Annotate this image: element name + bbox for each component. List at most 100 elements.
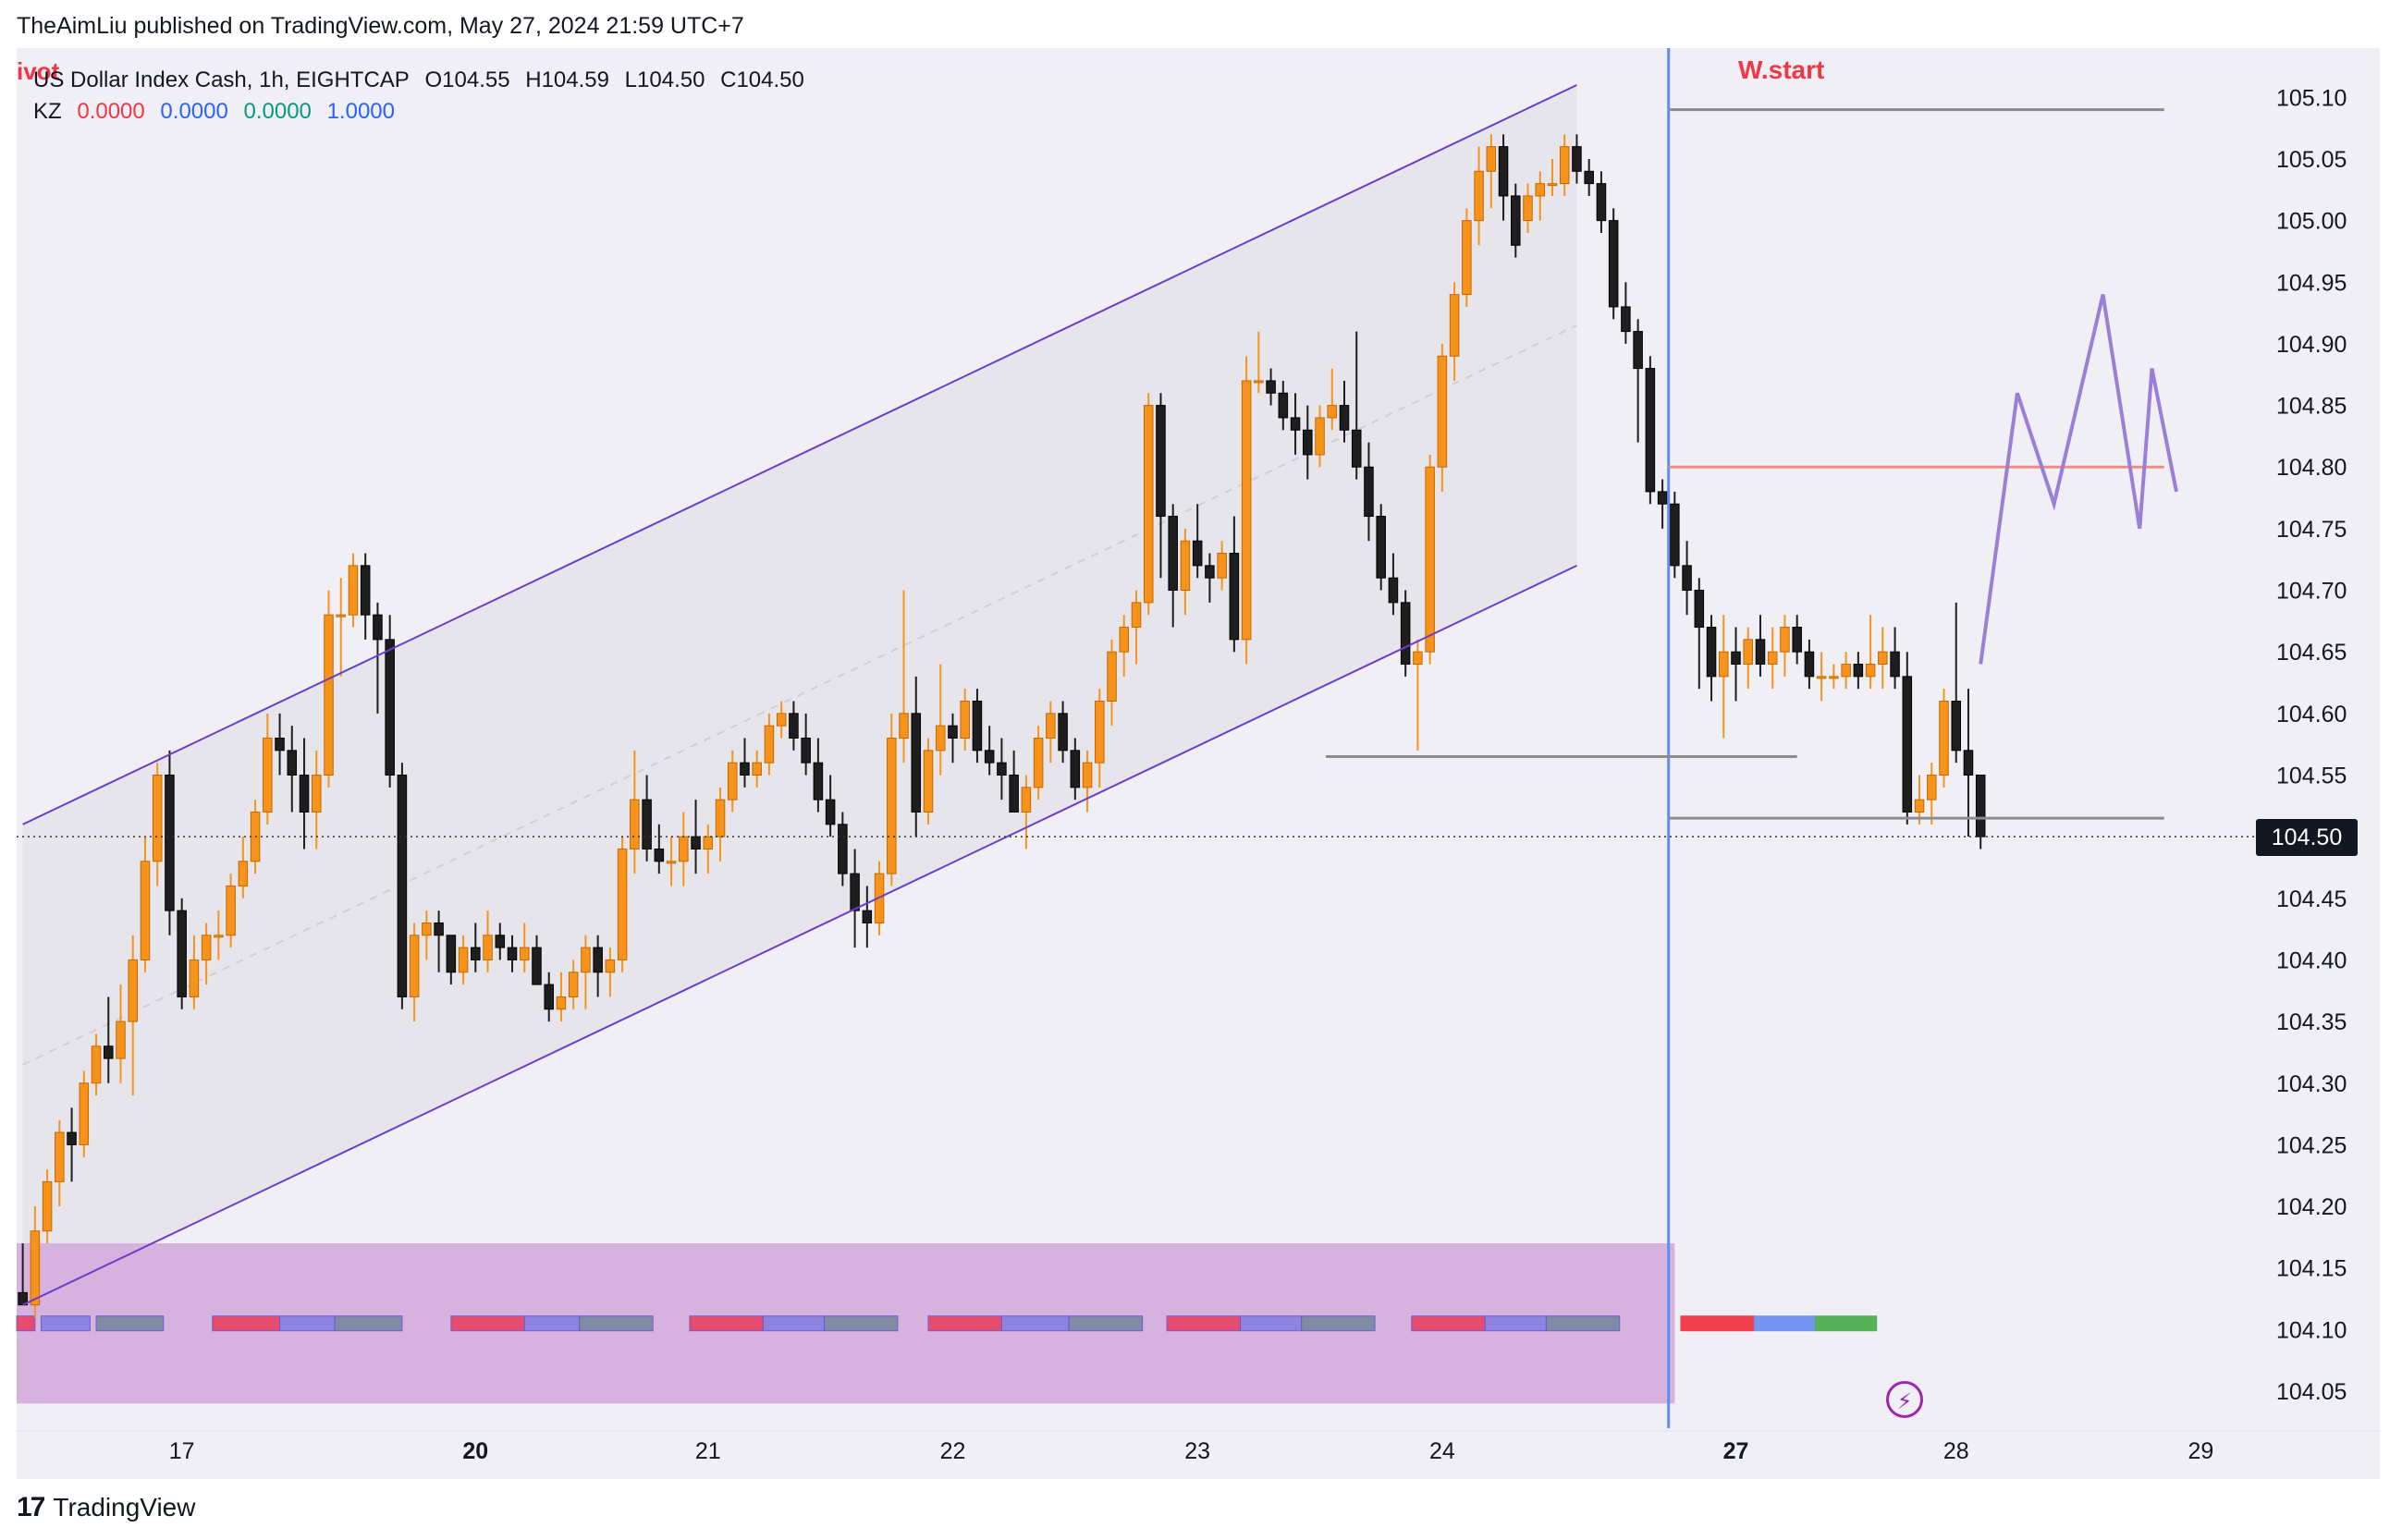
candle	[1021, 775, 1032, 849]
candle	[997, 738, 1007, 801]
candle	[1890, 627, 1900, 690]
candle	[1535, 171, 1546, 221]
candle-body	[1927, 774, 1937, 801]
candle-body	[79, 1082, 90, 1145]
candle-body	[1633, 331, 1643, 370]
candle	[899, 590, 909, 764]
candle	[691, 800, 701, 874]
candle	[1180, 528, 1191, 616]
candle	[1621, 282, 1631, 344]
footer-brand[interactable]: 17 TradingView	[17, 1492, 195, 1523]
candle	[1780, 615, 1790, 677]
candle-body	[348, 565, 359, 616]
y-tick-label: 104.10	[2276, 1317, 2347, 1343]
symbol-line: US Dollar Index Cash, 1h, EIGHTCAP	[33, 67, 410, 92]
candle-body	[1082, 762, 1093, 788]
candle	[140, 837, 151, 972]
candle-body	[1009, 774, 1019, 813]
indicator-row[interactable]: KZ 0.0000 0.0000 0.0000 1.0000	[33, 96, 814, 128]
candle-body	[1902, 676, 1913, 813]
candle-body	[495, 935, 506, 948]
candle-body	[1058, 713, 1068, 752]
y-tick-label: 104.25	[2276, 1132, 2347, 1158]
symbol-row[interactable]: US Dollar Index Cash, 1h, EIGHTCAP O104.…	[33, 65, 814, 96]
candle-body	[214, 935, 224, 938]
candle-body	[1168, 516, 1178, 592]
y-tick-label: 104.35	[2276, 1009, 2347, 1035]
candle	[1682, 541, 1692, 616]
candle-body	[397, 774, 408, 997]
candle-body	[434, 922, 444, 936]
x-tick-label: 17	[169, 1438, 195, 1464]
candle-body	[446, 935, 457, 973]
session-box-red	[1166, 1315, 1241, 1332]
y-tick-label: 104.70	[2276, 579, 2347, 605]
candle-body	[1388, 577, 1399, 604]
candle-body	[1792, 627, 1802, 653]
candle	[226, 874, 236, 948]
candle	[1792, 615, 1802, 665]
candle	[544, 972, 554, 1022]
candle-body	[1241, 380, 1252, 641]
indicator-value-2: 0.0000	[160, 99, 228, 124]
candle	[1829, 664, 1839, 690]
candle	[336, 578, 346, 677]
y-tick-label: 104.40	[2276, 947, 2347, 973]
candle	[519, 923, 530, 972]
candle	[1572, 134, 1582, 184]
candle-body	[116, 1021, 126, 1059]
candle-body	[1180, 540, 1191, 592]
candle	[385, 615, 395, 788]
candle	[1902, 652, 1913, 825]
candle	[862, 886, 873, 948]
candle	[1743, 627, 1754, 690]
candle-body	[1425, 466, 1435, 653]
candle-body	[177, 910, 187, 997]
candle-body	[740, 762, 750, 776]
candle	[1719, 615, 1729, 739]
candle-body	[630, 799, 640, 849]
candle-body	[1865, 664, 1876, 678]
y-tick-label: 104.60	[2276, 702, 2347, 727]
candle-body	[519, 947, 530, 960]
candle-body	[1559, 146, 1570, 185]
channel-upper-line	[22, 84, 1577, 825]
channel-midline	[22, 324, 1577, 1066]
candle	[287, 726, 298, 813]
candle	[1143, 393, 1154, 616]
candle-body	[1755, 639, 1766, 666]
candle-body	[1608, 220, 1619, 308]
candle	[1192, 504, 1203, 579]
candle-body	[679, 836, 689, 862]
candle-body	[605, 959, 616, 973]
candle	[263, 713, 273, 825]
candle	[1278, 380, 1289, 431]
candle-body	[1205, 565, 1215, 579]
y-tick-label: 104.55	[2276, 763, 2347, 788]
lightning-icon[interactable]: ⚡	[1886, 1381, 1923, 1418]
candle-body	[752, 762, 762, 776]
session-box-green	[824, 1315, 899, 1332]
candle-body	[1596, 183, 1607, 222]
candle	[1547, 158, 1558, 196]
channel-lower-line	[22, 564, 1577, 1306]
candle-body	[152, 774, 163, 862]
candle-body	[42, 1180, 53, 1232]
candle	[1498, 134, 1509, 221]
candle	[1107, 639, 1117, 727]
candle-body	[568, 972, 579, 997]
candle-body	[1951, 701, 1962, 752]
candle	[1364, 442, 1374, 542]
candle	[128, 935, 138, 1096]
candle	[348, 553, 359, 628]
candle	[1474, 146, 1484, 246]
y-tick-label: 105.00	[2276, 209, 2347, 235]
candle	[556, 972, 567, 1022]
y-tick-label: 104.45	[2276, 886, 2347, 912]
candle-body	[556, 996, 567, 1010]
candle-body	[1192, 540, 1203, 567]
candle-body	[299, 774, 310, 813]
candle-body	[972, 701, 983, 752]
candle-body	[997, 762, 1007, 776]
